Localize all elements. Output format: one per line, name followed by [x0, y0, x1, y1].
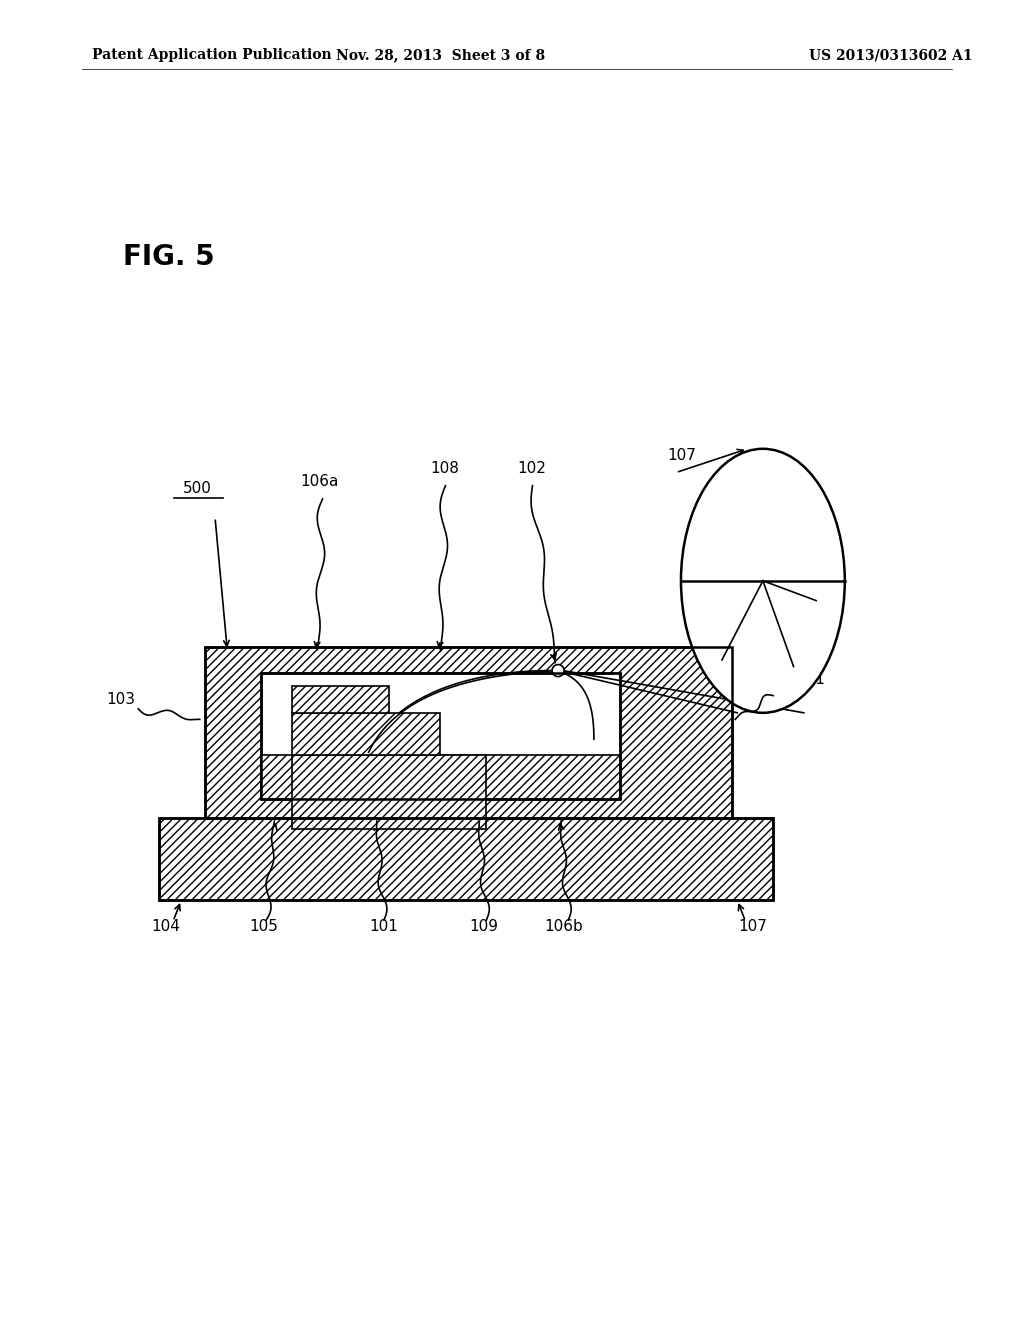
Bar — [159, 818, 773, 900]
Bar — [292, 713, 440, 755]
Bar — [292, 686, 389, 713]
Text: 104: 104 — [152, 919, 180, 935]
Text: 105: 105 — [250, 919, 279, 935]
Text: US 2013/0313602 A1: US 2013/0313602 A1 — [809, 49, 973, 62]
Text: Nov. 28, 2013  Sheet 3 of 8: Nov. 28, 2013 Sheet 3 of 8 — [336, 49, 545, 62]
Text: Patent Application Publication: Patent Application Publication — [92, 49, 332, 62]
Bar — [205, 647, 732, 818]
Text: 106a: 106a — [300, 474, 338, 490]
Text: 107: 107 — [738, 919, 767, 935]
Bar — [159, 818, 773, 900]
Ellipse shape — [681, 449, 845, 713]
Text: FIG. 5: FIG. 5 — [123, 243, 214, 272]
Text: 108: 108 — [430, 461, 459, 477]
Text: 109: 109 — [469, 919, 498, 935]
Text: 101: 101 — [370, 919, 398, 935]
Bar — [205, 647, 732, 818]
Bar — [261, 673, 620, 799]
Text: 111: 111 — [797, 672, 825, 688]
Text: 106b: 106b — [544, 919, 583, 935]
Text: 103: 103 — [106, 692, 135, 708]
Text: 103: 103 — [776, 678, 805, 694]
Bar — [292, 755, 486, 829]
Text: 500: 500 — [183, 480, 212, 496]
Text: 102: 102 — [517, 461, 546, 477]
Bar — [261, 755, 620, 799]
Text: 107: 107 — [668, 447, 696, 463]
Bar — [261, 673, 620, 799]
Circle shape — [552, 664, 564, 677]
